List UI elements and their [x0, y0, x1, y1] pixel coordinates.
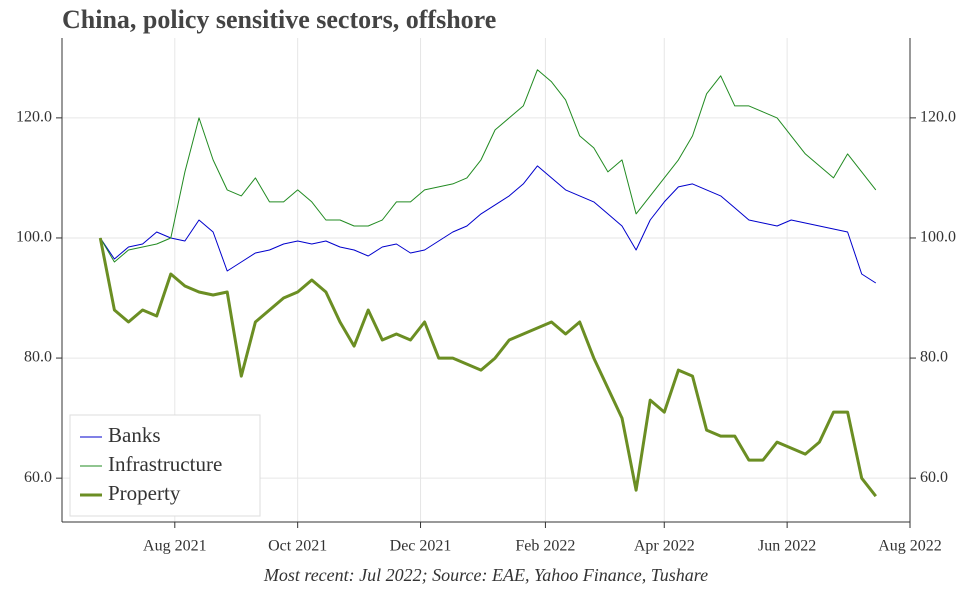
chart-title: China, policy sensitive sectors, offshor…: [62, 5, 496, 34]
y2-tick-label: 60.0: [920, 469, 948, 486]
x-tick-label: Oct 2021: [268, 538, 327, 555]
x-tick-label: Aug 2022: [878, 538, 942, 555]
footnote: Most recent: Jul 2022; Source: EAE, Yaho…: [263, 565, 708, 585]
x-tick-label: Jun 2022: [758, 538, 816, 555]
x-tick-label: Apr 2022: [634, 538, 695, 555]
legend-label: Infrastructure: [108, 452, 222, 476]
legend-label: Property: [108, 481, 181, 505]
x-tick-label: Aug 2021: [143, 538, 207, 555]
y-tick-label: 120.0: [16, 109, 52, 126]
legend-label: Banks: [108, 423, 161, 447]
series-line: [99, 165, 877, 284]
series-line: [98, 237, 877, 498]
series-line: [99, 69, 877, 263]
y2-tick-label: 120.0: [920, 109, 956, 126]
y-tick-label: 60.0: [24, 469, 52, 486]
y2-tick-label: 80.0: [920, 349, 948, 366]
x-tick-label: Feb 2022: [515, 538, 575, 555]
x-tick-label: Dec 2021: [390, 538, 452, 555]
y-tick-label: 100.0: [16, 229, 52, 246]
y2-tick-label: 100.0: [920, 229, 956, 246]
y-tick-label: 80.0: [24, 349, 52, 366]
